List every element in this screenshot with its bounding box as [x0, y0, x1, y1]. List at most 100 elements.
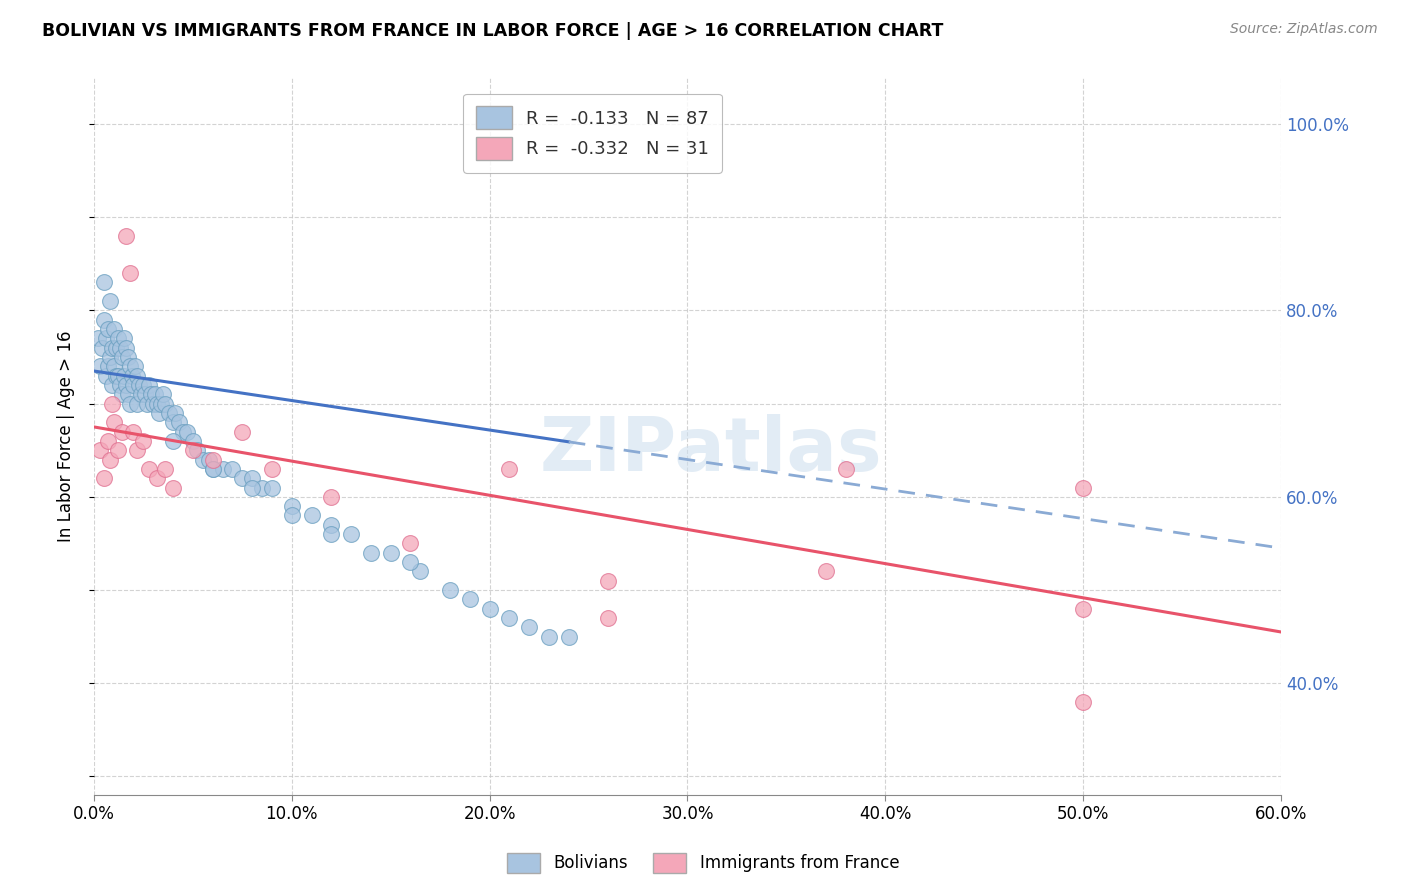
Point [124, 359, 146, 374]
Point [439, 582, 461, 597]
Point [231, 471, 253, 485]
Point [100, 378, 122, 392]
Point [103, 322, 125, 336]
Point [260, 481, 283, 495]
Point [150, 397, 173, 411]
Point [478, 601, 501, 615]
Point [111, 387, 134, 401]
Point [162, 434, 184, 448]
Y-axis label: In Labor Force | Age > 16: In Labor Force | Age > 16 [58, 331, 75, 542]
Point [163, 406, 186, 420]
Point [157, 406, 180, 420]
Point [167, 415, 190, 429]
Point [132, 378, 155, 392]
Point [181, 443, 204, 458]
Point [132, 434, 155, 448]
Point [97, 322, 120, 336]
Point [131, 387, 153, 401]
Point [127, 368, 149, 383]
Point [558, 630, 581, 644]
Point [138, 378, 160, 392]
Point [143, 387, 166, 401]
Point [191, 452, 214, 467]
Point [176, 425, 198, 439]
Point [162, 481, 184, 495]
Point [148, 406, 170, 420]
Point [114, 378, 136, 392]
Point [1071, 695, 1094, 709]
Point [814, 565, 837, 579]
Point [146, 471, 169, 485]
Point [103, 415, 125, 429]
Text: ZIPatlas: ZIPatlas [540, 414, 883, 487]
Point [152, 387, 174, 401]
Point [380, 546, 402, 560]
Point [141, 387, 163, 401]
Point [201, 462, 224, 476]
Point [136, 397, 159, 411]
Point [321, 517, 343, 532]
Point [181, 434, 204, 448]
Point [153, 462, 176, 476]
Point [114, 228, 136, 243]
Point [104, 341, 127, 355]
Point [498, 462, 520, 476]
Point [201, 452, 224, 467]
Point [250, 481, 273, 495]
Point [94, 331, 117, 345]
Point [240, 481, 263, 495]
Point [498, 611, 520, 625]
Point [118, 359, 141, 374]
Point [360, 546, 382, 560]
Point [598, 611, 620, 625]
Point [281, 508, 304, 523]
Point [104, 368, 127, 383]
Point [1071, 601, 1094, 615]
Point [127, 443, 149, 458]
Point [97, 434, 120, 448]
Text: Source: ZipAtlas.com: Source: ZipAtlas.com [1230, 22, 1378, 37]
Point [112, 331, 135, 345]
Point [301, 508, 323, 523]
Point [111, 425, 134, 439]
Point [211, 462, 233, 476]
Point [172, 425, 194, 439]
Point [98, 350, 121, 364]
Point [835, 462, 858, 476]
Point [186, 443, 208, 458]
Point [537, 630, 560, 644]
Point [122, 425, 145, 439]
Point [134, 387, 156, 401]
Point [128, 378, 150, 392]
Point [231, 425, 253, 439]
Point [117, 350, 139, 364]
Point [240, 471, 263, 485]
Point [108, 378, 131, 392]
Point [340, 527, 363, 541]
Point [118, 397, 141, 411]
Point [162, 415, 184, 429]
Point [399, 555, 422, 569]
Point [1071, 481, 1094, 495]
Point [142, 397, 165, 411]
Point [146, 397, 169, 411]
Point [93, 276, 115, 290]
Point [103, 359, 125, 374]
Point [89, 443, 111, 458]
Point [98, 452, 121, 467]
Point [121, 368, 143, 383]
Point [153, 397, 176, 411]
Point [107, 443, 129, 458]
Point [112, 368, 135, 383]
Text: BOLIVIAN VS IMMIGRANTS FROM FRANCE IN LABOR FORCE | AGE > 16 CORRELATION CHART: BOLIVIAN VS IMMIGRANTS FROM FRANCE IN LA… [42, 22, 943, 40]
Point [98, 294, 121, 309]
Point [517, 620, 540, 634]
Point [100, 397, 122, 411]
Point [197, 452, 219, 467]
Point [122, 378, 145, 392]
Point [127, 397, 149, 411]
Point [89, 359, 111, 374]
Legend: R =  -0.133   N = 87, R =  -0.332   N = 31: R = -0.133 N = 87, R = -0.332 N = 31 [463, 94, 721, 172]
Point [94, 368, 117, 383]
Point [118, 266, 141, 280]
